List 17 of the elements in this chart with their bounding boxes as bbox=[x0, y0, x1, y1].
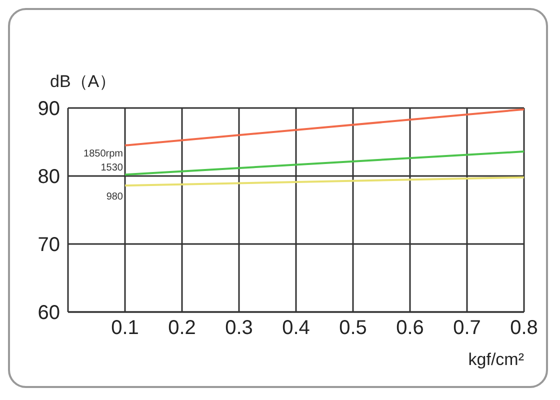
x-tick-label: 0.3 bbox=[225, 317, 253, 340]
x-tick-label: 0.1 bbox=[111, 317, 139, 340]
y-axis-title: dB（A） bbox=[50, 71, 116, 93]
x-tick-label: 0.8 bbox=[510, 317, 538, 340]
x-tick-label: 0.7 bbox=[453, 317, 481, 340]
y-tick-label: 90 bbox=[38, 98, 60, 120]
y-tick-label: 80 bbox=[38, 166, 60, 188]
y-tick-label: 60 bbox=[38, 302, 60, 324]
x-tick-label: 0.4 bbox=[282, 317, 310, 340]
series-label: 980 bbox=[106, 192, 124, 203]
x-tick-label: 0.5 bbox=[339, 317, 367, 340]
x-axis-title: kgf/cm² bbox=[468, 350, 524, 370]
x-tick-label: 0.6 bbox=[396, 317, 424, 340]
y-tick-label: 70 bbox=[38, 234, 60, 256]
series-label: 1850rpm bbox=[84, 148, 123, 160]
series-label: 1530 bbox=[100, 162, 124, 174]
x-tick-label: 0.2 bbox=[168, 317, 196, 340]
